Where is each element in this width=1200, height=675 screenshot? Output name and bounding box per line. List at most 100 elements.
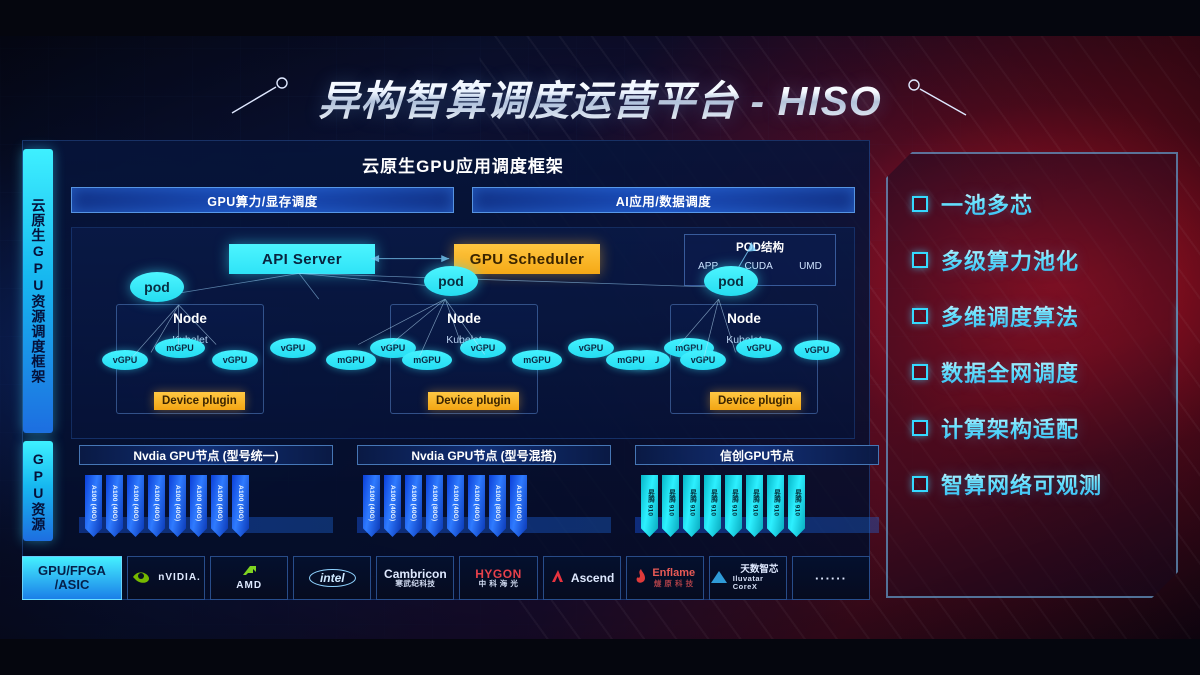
pod-node-3[interactable]: pod (704, 266, 758, 296)
gpu-card[interactable]: A100 (40G) (148, 475, 165, 537)
gpu-group-nvidia-mixed: Nvdia GPU节点 (型号混搭) A100 (40G) A100 (40G)… (357, 445, 611, 547)
gpu-card-row: 昇腾 910 昇腾 910 昇腾 910 昇腾 910 昇腾 910 昇腾 91… (635, 475, 879, 541)
bar-ai-app-data[interactable]: AI应用/数据调度 (472, 187, 855, 213)
vendor-name: nVIDIA. (158, 571, 201, 584)
gpu-chip[interactable]: mGPU (155, 338, 205, 358)
gpu-card[interactable]: A100 (80G) (426, 475, 443, 537)
gpu-card[interactable]: 昇腾 910 (767, 475, 784, 537)
gpu-card[interactable]: 昇腾 910 (704, 475, 721, 537)
gpu-chip[interactable]: vGPU (102, 350, 148, 370)
feature-item-5[interactable]: 计算架构适配 (912, 412, 1158, 444)
device-plugin-3[interactable]: Device plugin (710, 392, 801, 410)
gpu-card[interactable]: A100 (40G) (363, 475, 380, 537)
gpu-card-label: 昇腾 910 (709, 489, 717, 517)
vendor-category-label: GPU/FPGA /ASIC (22, 556, 122, 600)
gpu-chip[interactable]: vGPU (736, 338, 782, 358)
gpu-card-label: A100 (80G) (431, 484, 438, 522)
gpu-card[interactable]: 昇腾 910 (641, 475, 658, 537)
gpu-card-label: A100 (80G) (494, 484, 501, 522)
vendor-label-line1: GPU/FPGA (38, 563, 106, 579)
top-bar-row: GPU算力/显存调度 AI应用/数据调度 (65, 187, 861, 213)
vendor-intel[interactable]: intel (293, 556, 372, 600)
gpu-card[interactable]: 昇腾 910 (788, 475, 805, 537)
gpu-chip[interactable]: vGPU (568, 338, 614, 358)
gpu-card[interactable]: 昇腾 910 (725, 475, 742, 537)
pod-structure-title: POD结构 (736, 242, 784, 254)
features-list: 一池多芯 多级算力池化 多维调度算法 数据全网调度 计算架构适配 智算网络可观测 (912, 188, 1158, 500)
gpu-chip[interactable]: mGPU (326, 350, 376, 370)
gpu-chip[interactable]: vGPU (794, 340, 840, 360)
gpu-card[interactable]: A100 (40G) (127, 475, 144, 537)
vendor-iluvatar[interactable]: 天数智芯 Iluvatar CoreX (708, 556, 787, 600)
feature-item-6[interactable]: 智算网络可观测 (912, 468, 1158, 500)
node-title: Node (173, 311, 207, 326)
pod-structure-layers: APP CUDA UMD (685, 261, 835, 272)
vendor-line1: Ascend (570, 571, 615, 585)
gpu-card[interactable]: A100 (40G) (211, 475, 228, 537)
gpu-card-label: A100 (40G) (132, 484, 139, 522)
gpu-card-label: 昇腾 910 (751, 489, 759, 517)
api-server-node[interactable]: API Server (229, 244, 375, 274)
gpu-chip[interactable]: mGPU (606, 350, 656, 370)
vendor-more[interactable]: ······ (791, 556, 870, 600)
vendor-nvidia[interactable]: nVIDIA. (127, 556, 206, 600)
vendor-line1: nVIDIA. (158, 571, 201, 583)
device-plugin-1[interactable]: Device plugin (154, 392, 245, 410)
vendor-line1: ······ (814, 570, 847, 586)
vendor-line2: 中 科 海 光 (478, 579, 519, 589)
gpu-card-label: 昇腾 910 (688, 489, 696, 517)
vendor-ascend[interactable]: Ascend (542, 556, 621, 600)
gpu-card[interactable]: 昇腾 910 (683, 475, 700, 537)
gpu-chip[interactable]: vGPU (270, 338, 316, 358)
title-area: 异构智算调度运营平台 - HISO (0, 66, 1200, 128)
gpu-card[interactable]: A100 (40G) (190, 475, 207, 537)
gpu-card-row: A100 (40G) A100 (40G) A100 (40G) A100 (4… (79, 475, 333, 541)
device-plugin-2[interactable]: Device plugin (428, 392, 519, 410)
gpu-card[interactable]: A100 (40G) (468, 475, 485, 537)
vendor-cambricon[interactable]: Cambricon 寒武纪科技 (376, 556, 455, 600)
feature-item-4[interactable]: 数据全网调度 (912, 356, 1158, 388)
gpu-card[interactable]: A100 (40G) (169, 475, 186, 537)
gpu-card-label: A100 (40G) (410, 484, 417, 522)
vendor-line1: 天数智芯 (740, 564, 779, 576)
gpu-card[interactable]: A100 (80G) (489, 475, 506, 537)
pod-layer-cuda: CUDA (744, 261, 773, 272)
feature-item-2[interactable]: 多级算力池化 (912, 244, 1158, 276)
gpu-group-xinchuang: 信创GPU节点 昇腾 910 昇腾 910 昇腾 910 昇腾 910 昇腾 9… (635, 445, 879, 547)
gpu-card[interactable]: A100 (40G) (85, 475, 102, 537)
gpu-card-label: A100 (40G) (216, 484, 223, 522)
vendor-amd[interactable]: AMD (210, 556, 289, 600)
feature-item-3[interactable]: 多维调度算法 (912, 300, 1158, 332)
gpu-card[interactable]: 昇腾 910 (662, 475, 679, 537)
vendor-label-lines: GPU/FPGA /ASIC (38, 564, 106, 591)
bar-gpu-compute-memory[interactable]: GPU算力/显存调度 (71, 187, 454, 213)
vendor-enflame[interactable]: Enflame 燧 原 科 技 (625, 556, 704, 600)
gpu-scheduler-node[interactable]: GPU Scheduler (454, 244, 600, 274)
gpu-card[interactable]: A100 (40G) (106, 475, 123, 537)
intel-logo: intel (308, 569, 356, 587)
gpu-chip[interactable]: mGPU (402, 350, 452, 370)
gpu-chip[interactable]: mGPU (512, 350, 562, 370)
vendor-name: 天数智芯 Iluvatar CoreX (733, 565, 786, 591)
checkbox-square-icon (912, 308, 928, 324)
gpu-chip[interactable]: vGPU (212, 350, 258, 370)
pod-node-2[interactable]: pod (424, 266, 478, 296)
gpu-card[interactable]: A100 (40G) (447, 475, 464, 537)
gpu-card[interactable]: 昇腾 910 (746, 475, 763, 537)
gpu-chip[interactable]: vGPU (680, 350, 726, 370)
gpu-card[interactable]: A100 (40G) (510, 475, 527, 537)
gpu-resource-area: Nvdia GPU节点 (型号统一) A100 (40G) A100 (40G)… (71, 445, 879, 547)
feature-label: 计算架构适配 (941, 412, 1079, 444)
vendor-line2: 燧 原 科 技 (653, 578, 694, 588)
vendor-line1: AMD (236, 580, 263, 592)
vendor-line2: 寒武纪科技 (395, 579, 436, 589)
gpu-card[interactable]: A100 (40G) (232, 475, 249, 537)
feature-item-1[interactable]: 一池多芯 (912, 188, 1158, 220)
vendor-line1: Cambricon (384, 566, 447, 581)
gpu-chip[interactable]: vGPU (460, 338, 506, 358)
vendor-hygon[interactable]: HYGON 中 科 海 光 (459, 556, 538, 600)
gpu-card[interactable]: A100 (40G) (384, 475, 401, 537)
gpu-card[interactable]: A100 (40G) (405, 475, 422, 537)
feature-label: 一池多芯 (941, 188, 1033, 220)
pod-node-1[interactable]: pod (130, 272, 184, 302)
